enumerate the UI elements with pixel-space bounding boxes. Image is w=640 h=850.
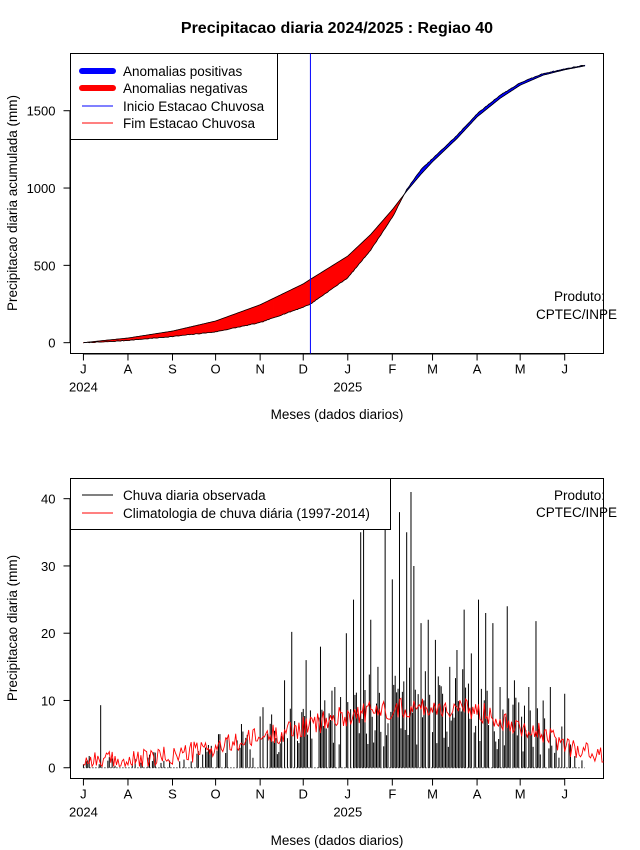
top-year-label: 2024 <box>69 380 98 395</box>
top-x-tick-label: N <box>255 362 264 377</box>
bottom-year-label: 2024 <box>69 805 98 820</box>
top-watermark-line-2: CPTEC/INPE <box>536 307 617 322</box>
top-x-tick-label: D <box>299 362 308 377</box>
bottom-legend-box <box>70 478 391 530</box>
bottom-y-tick-label: 30 <box>41 559 55 574</box>
climatology-daily-line <box>83 697 604 769</box>
bottom-x-tick-label: A <box>124 787 133 802</box>
top-x-tick-label: J <box>80 362 87 377</box>
bottom-y-tick-label: 10 <box>41 693 55 708</box>
top-y-tick-label: 0 <box>48 336 55 351</box>
cumulative-chart: J A S O N D J F M A M J 2024 2025 0 500 1000 1500 Meses … <box>5 53 617 422</box>
top-y-tick-label: 1500 <box>27 104 56 119</box>
top-y-axis-title: Precipitacao diaria acumulada (mm) <box>5 95 20 311</box>
bottom-x-axis-title: Meses (dados diarios) <box>271 833 404 848</box>
bottom-x-tick-label: J <box>561 787 568 802</box>
observed-cumulative-line <box>83 64 585 344</box>
daily-chart: J A S O N D J F M A M J 2024 2025 0 10 20 30 40 Meses (da… <box>5 478 617 848</box>
top-series-lines <box>83 53 585 354</box>
top-x-tick-label: S <box>168 362 177 377</box>
legend-label-end: Fim Estacao Chuvosa <box>123 116 256 131</box>
legend-label-positive: Anomalias positivas <box>123 64 243 79</box>
legend-label-observed: Chuva diaria observada <box>123 488 266 503</box>
top-x-tick-label: J <box>345 362 352 377</box>
bottom-observed-bars <box>82 491 585 769</box>
bottom-y-tick-label: 40 <box>41 492 55 507</box>
bottom-x-tick-label: A <box>473 787 482 802</box>
bottom-watermark-line-1: Produto: <box>554 488 605 503</box>
chart-title: Precipitacao diaria 2024/2025 : Regiao 4… <box>181 20 493 37</box>
bottom-x-tick-label: D <box>299 787 308 802</box>
bottom-x-tick-label: F <box>388 787 396 802</box>
top-x-tick-label: J <box>561 362 568 377</box>
bottom-x-axis: J A S O N D J F M A M J 2024 2025 <box>69 778 568 820</box>
legend-label-onset: Inicio Estacao Chuvosa <box>123 99 265 114</box>
bottom-y-axis-title: Precipitacao diaria (mm) <box>5 555 20 701</box>
top-x-tick-label: F <box>388 362 396 377</box>
top-x-axis-title: Meses (dados diarios) <box>271 407 404 422</box>
top-x-tick-label: O <box>211 362 221 377</box>
bottom-climatology <box>83 697 604 769</box>
top-watermark-line-1: Produto: <box>554 289 605 304</box>
top-legend-box <box>70 53 278 140</box>
bottom-x-tick-label: M <box>427 787 438 802</box>
top-year-label: 2025 <box>333 380 362 395</box>
bottom-watermark-line-2: CPTEC/INPE <box>536 505 617 520</box>
legend-label-climatology: Climatologia de chuva diária (1997-2014) <box>123 506 370 521</box>
top-x-tick-label: M <box>515 362 526 377</box>
bottom-legend: Chuva diaria observada Climatologia de c… <box>70 478 391 530</box>
bottom-y-axis: 0 10 20 30 40 <box>41 492 71 776</box>
top-x-axis: J A S O N D J F M A M J 2024 2025 <box>69 353 568 395</box>
bottom-x-tick-label: M <box>515 787 526 802</box>
top-x-tick-label: A <box>124 362 133 377</box>
top-legend: Anomalias positivas Anomalias negativas … <box>70 53 278 140</box>
climatology-cumulative-line <box>83 65 585 344</box>
bottom-x-tick-label: O <box>211 787 221 802</box>
top-y-tick-label: 1000 <box>27 181 56 196</box>
top-x-tick-label: M <box>427 362 438 377</box>
top-x-tick-label: A <box>473 362 482 377</box>
top-y-axis: 0 500 1000 1500 <box>27 104 71 351</box>
top-y-tick-label: 500 <box>34 258 56 273</box>
bottom-x-tick-label: N <box>255 787 264 802</box>
legend-label-negative: Anomalias negativas <box>123 81 248 96</box>
bottom-x-tick-label: J <box>80 787 87 802</box>
bottom-y-tick-label: 20 <box>41 626 55 641</box>
bottom-x-tick-label: S <box>168 787 177 802</box>
bottom-y-tick-label: 0 <box>48 761 55 776</box>
bottom-year-label: 2025 <box>333 805 362 820</box>
bottom-x-tick-label: J <box>345 787 352 802</box>
